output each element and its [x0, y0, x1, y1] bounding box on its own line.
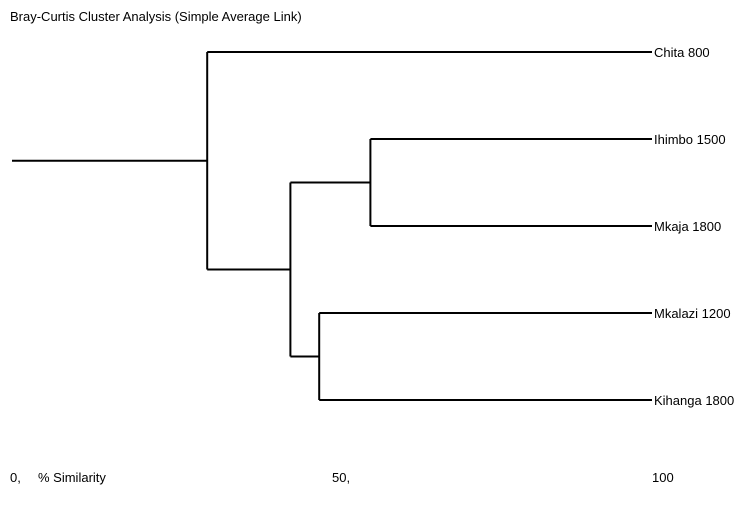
leaf-label: Chita 800 [654, 45, 710, 60]
leaf-label: Mkalazi 1200 [654, 306, 731, 321]
axis-tick-label: 0, [10, 470, 21, 485]
leaf-label: Kihanga 1800 [654, 393, 734, 408]
leaf-label: Ihimbo 1500 [654, 132, 726, 147]
axis-tick-label: 100 [652, 470, 674, 485]
leaf-label: Mkaja 1800 [654, 219, 721, 234]
chart-title: Bray-Curtis Cluster Analysis (Simple Ave… [10, 9, 302, 24]
axis-tick-label: 50, [332, 470, 350, 485]
axis-title: % Similarity [38, 470, 106, 485]
